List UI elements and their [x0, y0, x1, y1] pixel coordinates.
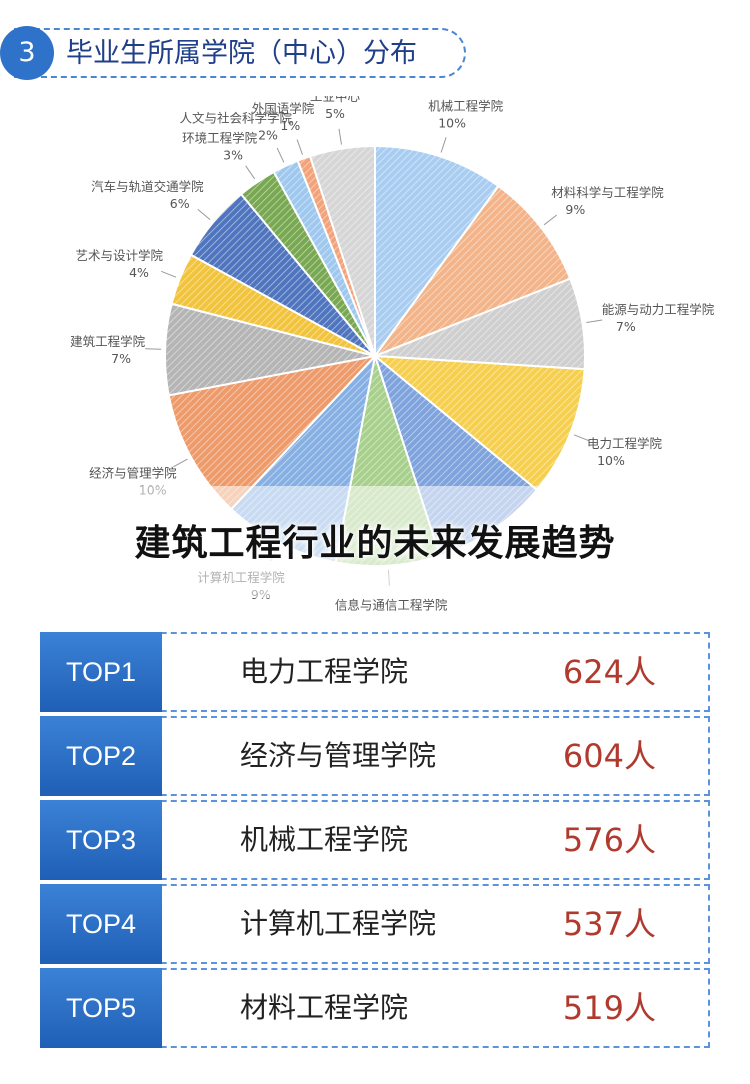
slice-label: 材料科学与工程学院 — [551, 185, 664, 200]
rank-school-name: 材料工程学院 — [240, 991, 409, 1024]
leader-line — [440, 137, 447, 153]
leader-line — [245, 165, 256, 180]
rank-school-name: 计算机工程学院 — [240, 907, 437, 940]
slice-label: 艺术与设计学院 — [75, 248, 163, 263]
rank-school-name: 机械工程学院 — [240, 823, 409, 856]
pie-slice-hatch — [165, 303, 375, 396]
rank-student-count: 624人 — [562, 653, 656, 691]
rank-badge: TOP5 — [40, 968, 162, 1048]
pie-slice-hatch — [171, 254, 375, 356]
pie-slice-hatch — [168, 356, 375, 510]
slice-label: 工业中心 — [310, 96, 361, 104]
slice-label: 环境工程学院 — [182, 130, 258, 145]
slice-percent-label: 10% — [438, 116, 466, 131]
slice-label: 人文与社会科学学院 — [179, 110, 292, 125]
leader-line — [161, 270, 177, 278]
pie-leader-lines — [145, 128, 603, 586]
slice-percent-label: 5% — [325, 106, 345, 121]
slice-label: 建筑工程学院 — [70, 334, 146, 349]
ranking-row: TOP5 材料工程学院 519人 — [40, 968, 710, 1048]
overlay-band — [0, 486, 750, 598]
slice-label: 信息与通信工程学院 — [335, 598, 448, 613]
pie-slice-hatch — [190, 194, 375, 356]
slice-label: 外国语学院 — [252, 101, 315, 116]
ranking-table: TOP1 电力工程学院 624人 TOP2 经济与管理学院 604人 TOP3 … — [40, 632, 710, 1052]
slice-percent-label: 2% — [258, 127, 278, 142]
slice-percent-label: 7% — [111, 351, 131, 366]
slice-label: 机械工程学院 — [428, 99, 504, 114]
rank-badge: TOP3 — [40, 800, 162, 880]
leader-line — [197, 209, 211, 220]
section-title: 毕业生所属学院（中心）分布 — [66, 38, 417, 69]
pie-slice-hatch — [297, 156, 375, 356]
section-header: 3 毕业生所属学院（中心）分布 — [0, 26, 470, 82]
section-number-badge: 3 — [0, 26, 54, 80]
pie-slice-hatch — [375, 278, 586, 370]
rank-student-count: 519人 — [562, 989, 656, 1027]
pie-slice-hatch — [375, 356, 585, 490]
pie-slice-hatch — [241, 171, 375, 356]
rank-student-count: 537人 — [562, 905, 656, 943]
slice-percent-label: 10% — [597, 453, 625, 468]
pie-slice-hatch — [375, 146, 499, 356]
rank-student-count: 604人 — [562, 737, 656, 775]
ranking-row: TOP3 机械工程学院 576人 — [40, 800, 710, 880]
leader-line — [173, 458, 188, 468]
slice-percent-label: 3% — [223, 147, 243, 162]
slice-percent-label: 9% — [565, 202, 585, 217]
pie-slice-hatch — [273, 160, 375, 356]
pie-slice-hatch — [375, 186, 571, 356]
rank-student-count: 576人 — [562, 821, 656, 859]
leader-line — [586, 319, 603, 323]
rank-school-name: 电力工程学院 — [240, 655, 409, 688]
slice-percent-label: 7% — [616, 319, 636, 334]
leader-line — [338, 128, 342, 145]
leader-line — [276, 147, 285, 163]
leader-line — [145, 348, 162, 350]
rank-badge: TOP4 — [40, 884, 162, 964]
leader-line — [573, 434, 589, 442]
slice-percent-label: 4% — [129, 265, 149, 280]
header-pill — [14, 28, 466, 78]
ranking-row: TOP2 经济与管理学院 604人 — [40, 716, 710, 796]
rank-badge: TOP1 — [40, 632, 162, 712]
pie-slice-hatch — [310, 146, 375, 356]
rank-school-name: 经济与管理学院 — [240, 739, 437, 772]
pie-labels: 机械工程学院 10% 材料科学与工程学院 9% 能源与动力工程学院 7% 电力工程学院 10%… — [70, 96, 715, 616]
ranking-row: TOP1 电力工程学院 624人 — [40, 632, 710, 712]
slice-label: 能源与动力工程学院 — [602, 302, 715, 317]
overlay-title: 建筑工程行业的未来发展趋势 — [134, 523, 616, 564]
leader-line — [296, 139, 303, 155]
slice-label: 汽车与轨道交通学院 — [91, 179, 204, 194]
slice-percent-label: 1% — [280, 118, 300, 133]
slice-percent-label: 8% — [381, 615, 401, 617]
ranking-row: TOP4 计算机工程学院 537人 — [40, 884, 710, 964]
slice-percent-label: 6% — [170, 196, 190, 211]
slice-label: 经济与管理学院 — [89, 465, 177, 480]
rank-badge: TOP2 — [40, 716, 162, 796]
slice-label: 电力工程学院 — [587, 436, 663, 451]
leader-line — [543, 214, 558, 226]
